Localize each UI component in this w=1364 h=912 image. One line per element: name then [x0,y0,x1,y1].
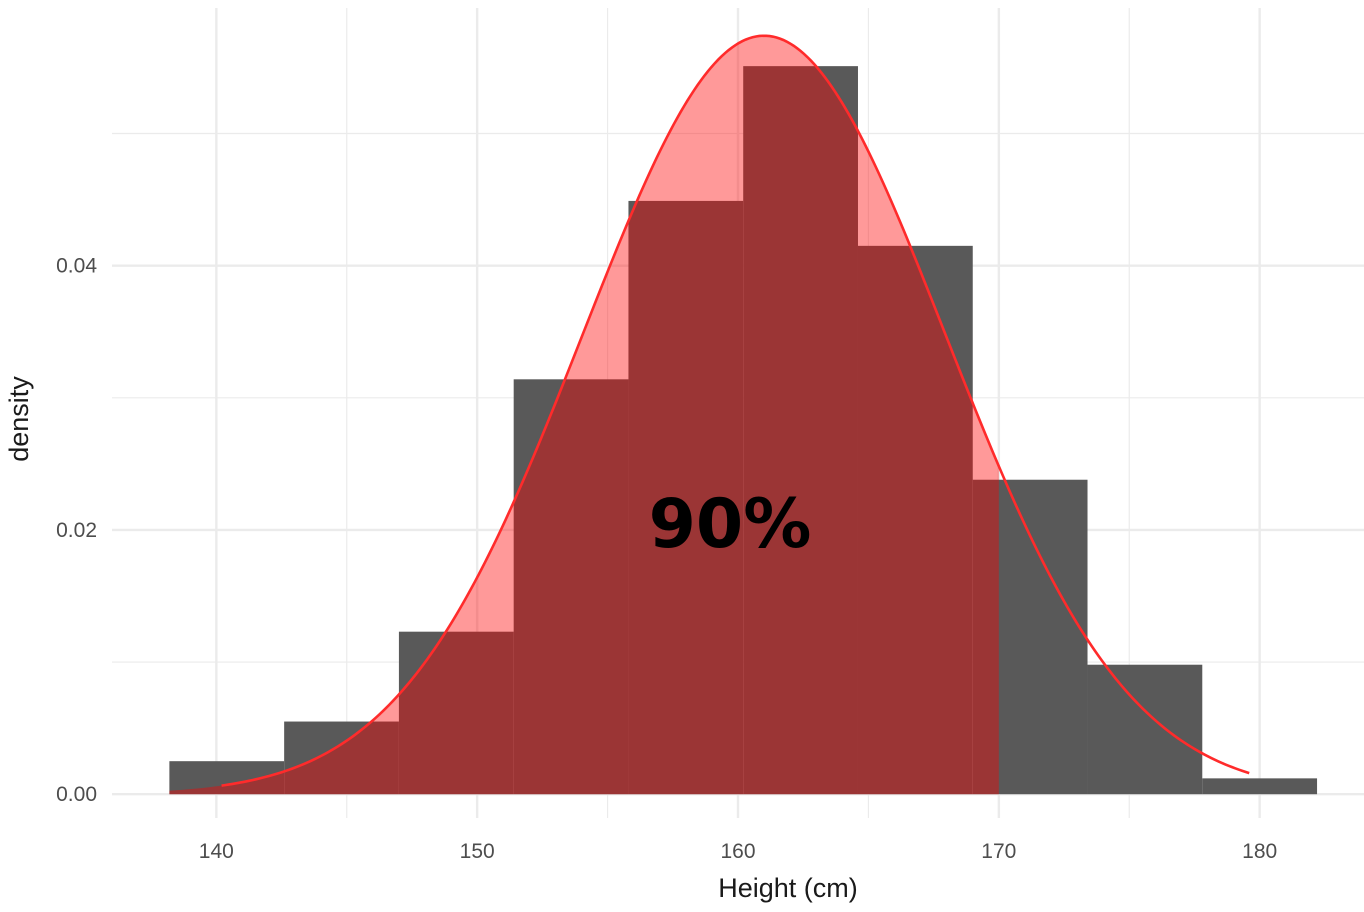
normal-curve [221,34,1250,787]
x-tick-label: 150 [460,840,495,863]
histogram-bars [169,66,1318,795]
y-tick-label: 0.02 [56,519,97,542]
histogram-bar [1087,664,1203,795]
x-tick-label: 180 [1242,840,1277,863]
histogram-bar [513,379,629,795]
histogram-bar [1202,778,1318,795]
shaded-area-layer [169,35,999,795]
histogram-bar [743,66,858,795]
shaded-area [169,35,999,795]
y-tick-label: 0.00 [56,783,97,806]
x-tick-label: 140 [199,840,234,863]
x-tick-label: 170 [981,840,1016,863]
y-axis-title: density [4,376,34,462]
x-axis-title: Height (cm) [718,873,858,903]
histogram-bar [398,631,514,795]
x-tick-label: 160 [720,840,755,863]
percentage-annotation: 90% [649,485,812,564]
histogram-bar [284,721,399,795]
y-tick-label: 0.04 [56,255,97,278]
normal-curve-layer [221,34,1250,787]
axis-labels: 140 150 160 170 180 0.00 0.02 0.04 [56,255,1277,863]
histogram-bar [857,245,973,795]
histogram-bar [628,200,744,795]
histogram-bar [972,479,1088,795]
